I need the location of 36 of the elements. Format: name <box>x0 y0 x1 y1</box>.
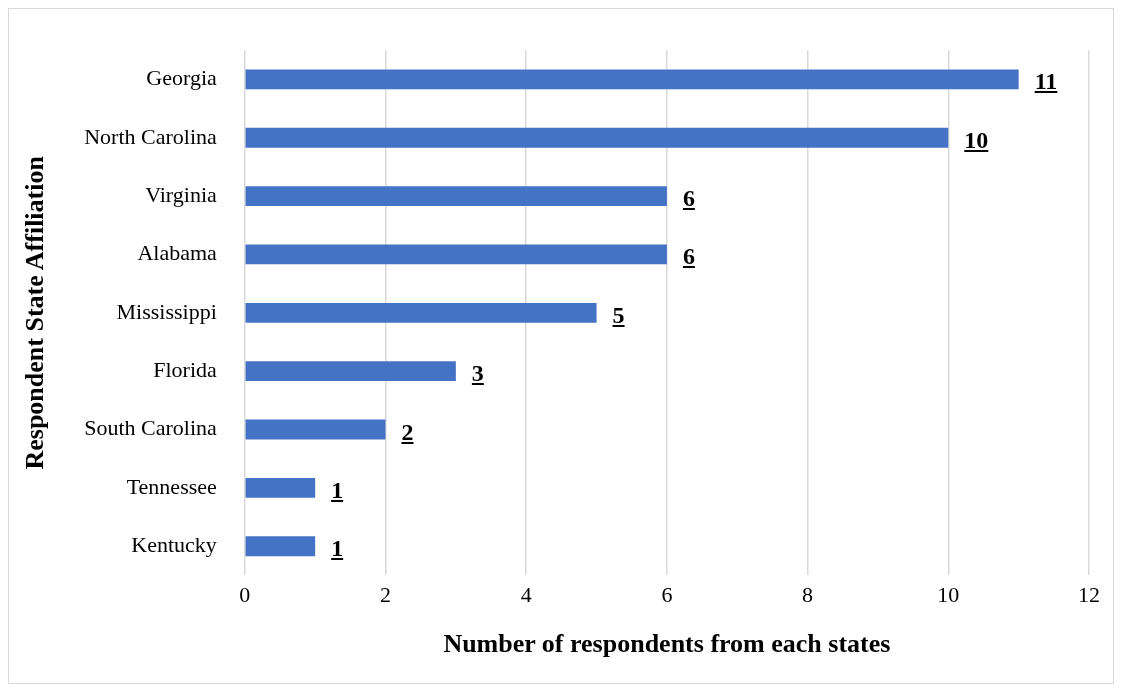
bar <box>245 361 456 382</box>
y-tick-label: South Carolina <box>84 415 218 441</box>
bar <box>245 302 597 323</box>
y-tick-label: Florida <box>153 356 218 382</box>
bar <box>245 419 386 440</box>
x-tick-label: 8 <box>802 582 814 608</box>
data-label: 2 <box>401 418 414 445</box>
data-label: 6 <box>682 185 695 212</box>
y-tick-label: Alabama <box>137 240 218 266</box>
y-tick-label: Tennessee <box>126 473 217 499</box>
x-tick-label: 2 <box>380 582 391 608</box>
bar <box>245 69 1019 90</box>
data-label: 1 <box>331 535 344 562</box>
x-tick-label: 4 <box>520 582 532 608</box>
data-label: 3 <box>471 360 484 387</box>
y-tick-label: Kentucky <box>131 532 217 557</box>
bar <box>245 186 667 207</box>
y-axis-title: Respondent State Affiliation <box>20 155 50 470</box>
y-tick-label: North Carolina <box>84 123 218 149</box>
x-tick-label: 12 <box>1078 582 1100 608</box>
x-tick-label: 0 <box>239 582 251 608</box>
x-tick-label: 6 <box>661 582 673 608</box>
data-label: 6 <box>682 243 695 270</box>
x-axis-title: Number of respondents from each states <box>443 629 891 659</box>
x-tick-label: 10 <box>937 582 960 608</box>
bar <box>245 477 316 498</box>
data-label: 11 <box>1034 68 1058 95</box>
bar <box>245 244 667 265</box>
y-tick-label: Mississippi <box>116 298 217 324</box>
data-label: 1 <box>331 476 344 503</box>
y-tick-label: Virginia <box>145 181 218 207</box>
data-label: 10 <box>964 126 989 153</box>
data-label: 5 <box>612 301 625 328</box>
y-tick-label: Georgia <box>146 65 218 91</box>
bar <box>245 127 949 148</box>
bar <box>245 536 316 557</box>
